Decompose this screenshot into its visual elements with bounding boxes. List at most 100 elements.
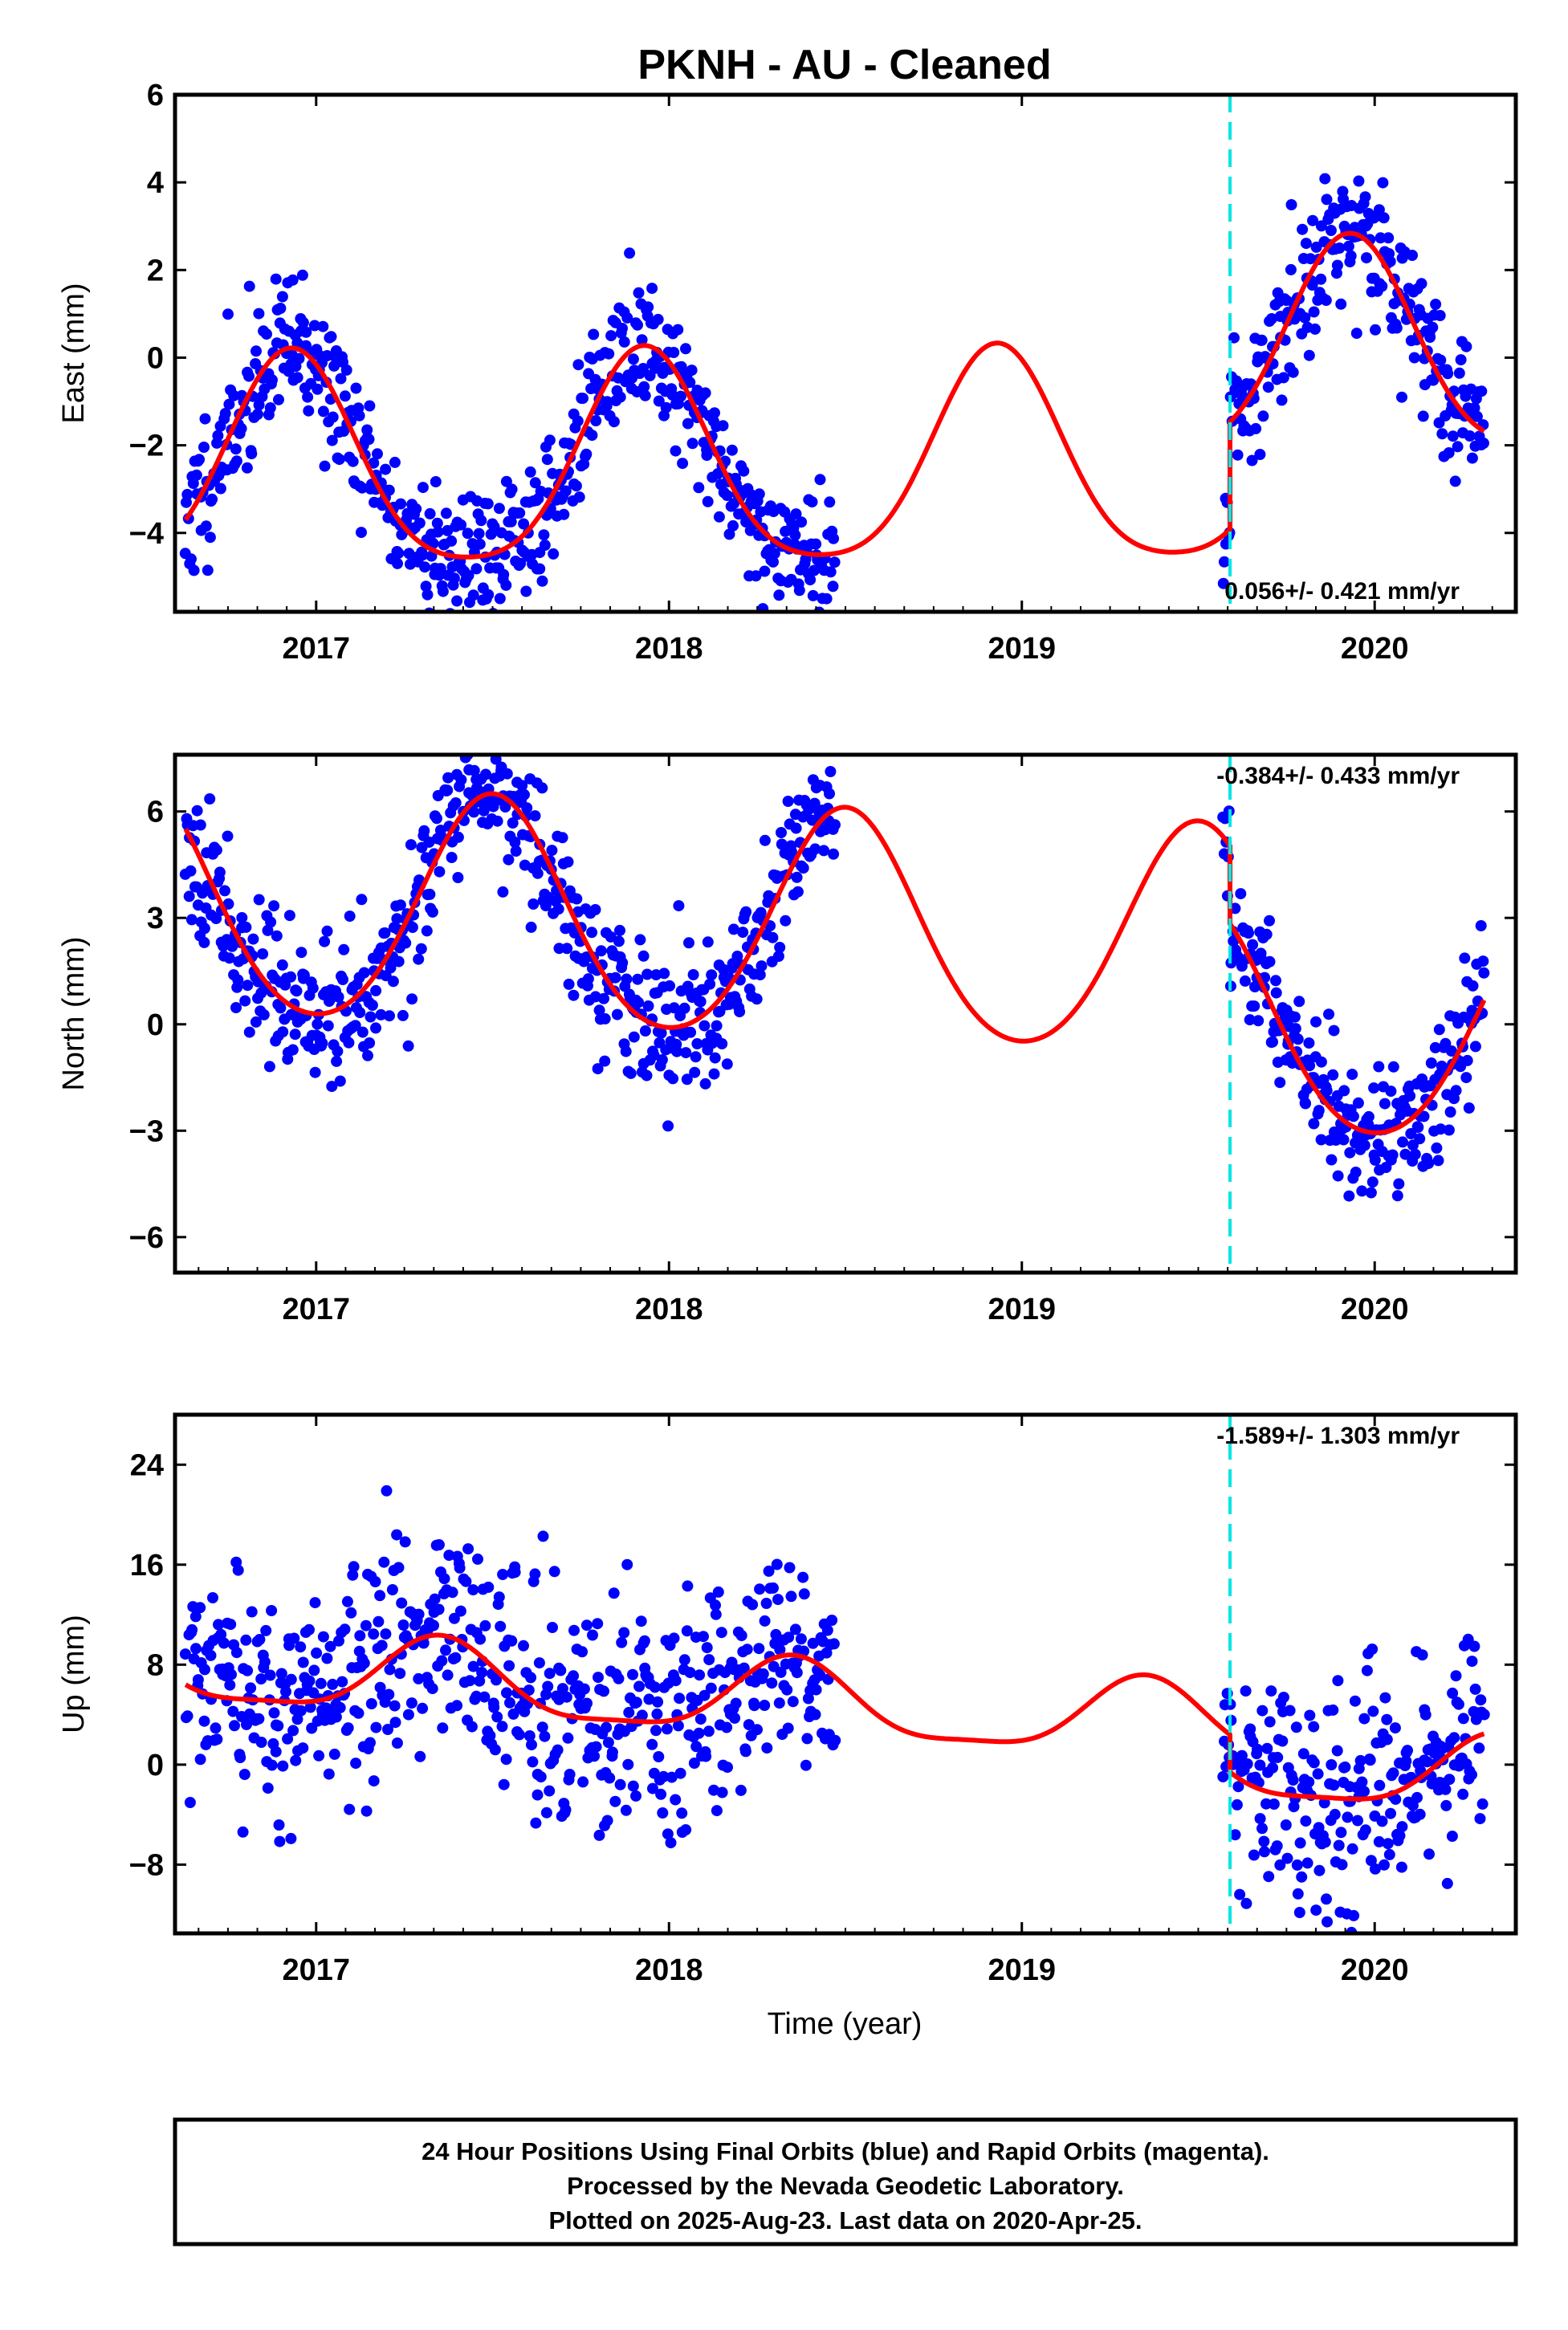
data-point: [405, 1697, 417, 1709]
data-point: [1284, 1705, 1296, 1717]
y-tick-label: −6: [129, 1221, 164, 1255]
data-point: [656, 1054, 668, 1065]
data-point: [1440, 1783, 1452, 1795]
data-point: [264, 402, 276, 413]
data-point: [682, 418, 694, 430]
data-point: [285, 1673, 297, 1685]
data-point: [1408, 352, 1420, 364]
data-point: [810, 538, 822, 550]
data-point: [578, 1683, 590, 1695]
data-point: [215, 1628, 227, 1640]
data-point: [1448, 1732, 1460, 1744]
data-point: [1352, 1097, 1364, 1109]
data-point: [1427, 374, 1440, 386]
data-point: [1265, 313, 1277, 324]
data-point: [1296, 1871, 1308, 1883]
data-point: [437, 585, 449, 597]
data-point: [391, 913, 403, 925]
up-panel: 2017 2018 2019 2020 −8 0 8 16 24 Up (mm) -1.589+/-…: [57, 1412, 1518, 1987]
data-point: [1469, 1683, 1481, 1695]
data-point: [1365, 1855, 1377, 1867]
data-point: [433, 1603, 445, 1615]
data-point: [577, 393, 589, 405]
data-point: [1435, 354, 1447, 366]
data-point: [1384, 255, 1396, 267]
data-point: [510, 845, 522, 857]
data-point: [562, 1732, 574, 1744]
data-point: [1396, 1821, 1408, 1833]
y-axis-label: North (mm): [57, 936, 91, 1090]
data-point: [603, 348, 615, 360]
data-point: [614, 1778, 626, 1790]
data-point: [1342, 1811, 1354, 1823]
data-point: [526, 1739, 537, 1751]
data-point: [1373, 1835, 1385, 1847]
data-point: [1356, 1776, 1368, 1788]
data-point: [703, 1654, 715, 1666]
data-point: [198, 442, 210, 453]
footer-box: [173, 2117, 1518, 2246]
data-point: [784, 1562, 796, 1574]
data-point: [738, 465, 750, 477]
data-point: [523, 1684, 535, 1697]
data-point: [276, 291, 288, 303]
data-point: [1446, 1831, 1458, 1842]
data-point: [807, 589, 819, 601]
data-point: [491, 815, 503, 827]
data-point: [616, 1636, 628, 1648]
data-point: [653, 1751, 665, 1762]
data-point: [1435, 1123, 1447, 1135]
data-point: [1447, 1687, 1459, 1699]
data-point: [1467, 980, 1479, 992]
data-point: [1440, 1799, 1452, 1811]
data-point: [321, 350, 333, 361]
data-point: [1396, 391, 1407, 403]
data-point: [633, 1680, 646, 1693]
data-point: [1265, 1685, 1277, 1697]
data-point: [1315, 273, 1327, 285]
data-point: [434, 866, 446, 878]
data-point: [614, 391, 626, 403]
data-point: [365, 1737, 376, 1749]
data-point: [494, 593, 506, 605]
data-point: [515, 557, 527, 569]
data-point: [1424, 332, 1436, 343]
plot-area: [179, 755, 1490, 1202]
data-point: [1294, 1837, 1306, 1849]
data-point: [582, 973, 594, 985]
data-point: [246, 448, 258, 460]
data-point: [661, 1723, 673, 1735]
data-point: [775, 1666, 787, 1678]
data-point: [1430, 299, 1442, 310]
data-point: [455, 519, 467, 531]
y-tick-label: 6: [147, 796, 164, 829]
data-point: [792, 886, 804, 898]
data-point: [1414, 1808, 1426, 1820]
data-point: [825, 566, 837, 578]
data-point: [405, 839, 417, 851]
data-point: [393, 548, 405, 560]
data-point: [668, 347, 680, 358]
data-point: [397, 1009, 409, 1021]
data-point: [556, 1683, 568, 1695]
data-point: [1366, 1644, 1379, 1655]
model-curve: [183, 230, 1486, 560]
data-point: [1344, 1147, 1356, 1159]
data-point: [753, 488, 765, 500]
data-point: [1463, 1102, 1475, 1114]
data-point: [638, 381, 650, 393]
data-point: [1308, 1118, 1320, 1130]
data-point: [325, 331, 337, 343]
data-point: [415, 943, 427, 955]
data-point: [493, 503, 505, 515]
data-point: [636, 334, 648, 346]
data-point: [699, 1077, 711, 1090]
data-point: [536, 1721, 548, 1733]
data-point: [1336, 1859, 1348, 1871]
data-point: [1267, 1036, 1278, 1048]
data-point: [1293, 996, 1305, 1008]
data-point: [181, 488, 193, 500]
data-point: [759, 834, 771, 846]
data-point: [226, 1668, 237, 1680]
data-point: [370, 1721, 382, 1733]
